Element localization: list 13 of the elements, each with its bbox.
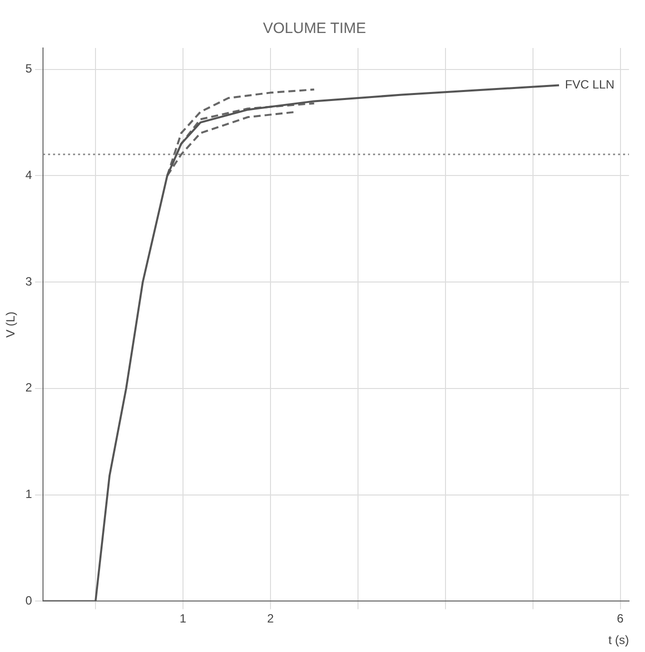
y-tick-label: 3 xyxy=(25,274,32,288)
x-tick-label: 6 xyxy=(616,612,624,626)
y-tick-label: 5 xyxy=(25,62,32,76)
y-tick-label: 4 xyxy=(25,168,32,182)
y-tick-label: 1 xyxy=(25,487,32,502)
x-tick-label: 2 xyxy=(267,612,274,626)
x-axis-title: t (s) xyxy=(608,633,629,648)
y-tick-label: 0 xyxy=(25,594,32,608)
annotation: FVC LLN xyxy=(565,78,614,92)
x-tick-label: 1 xyxy=(180,612,187,626)
y-axis-title: V (L) xyxy=(4,312,18,338)
y-tick-label: 2 xyxy=(25,380,32,395)
chart-title: VOLUME TIME xyxy=(262,20,366,38)
